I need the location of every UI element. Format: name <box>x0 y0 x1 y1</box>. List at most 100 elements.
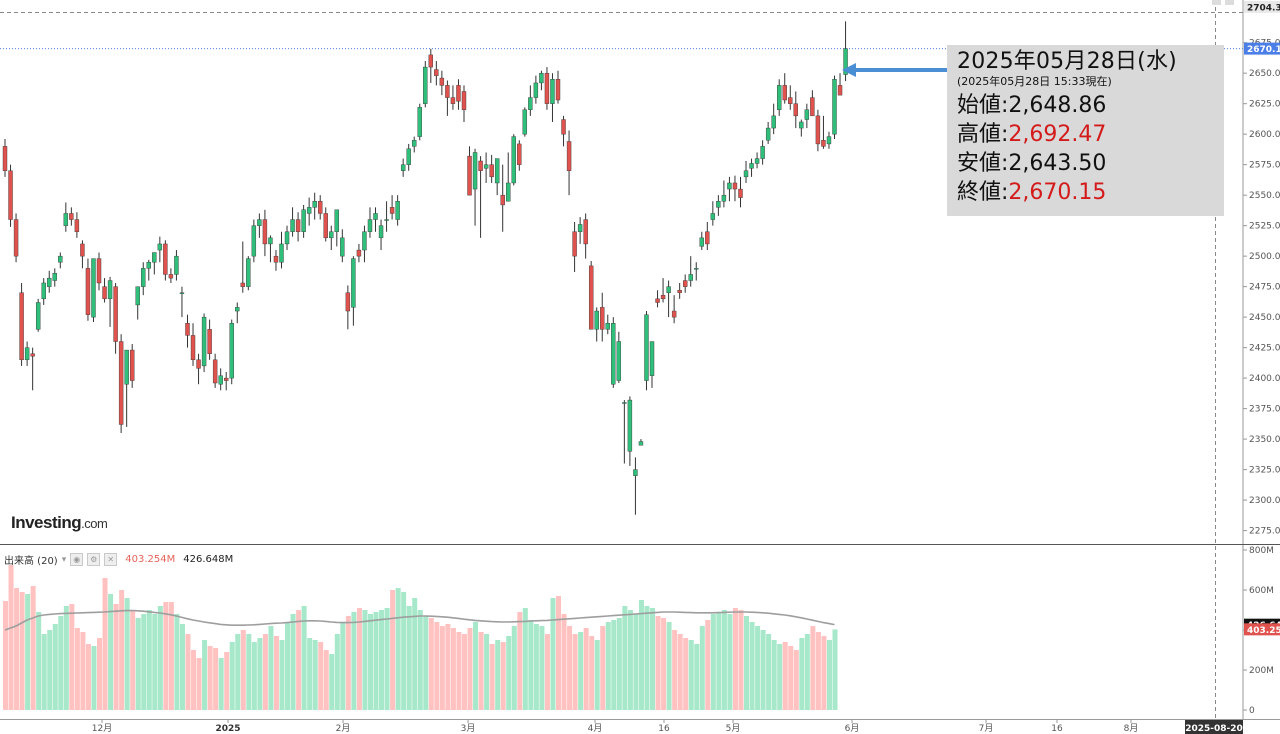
volume-bar <box>318 642 324 710</box>
volume-bar <box>312 640 318 710</box>
volume-bar <box>710 614 716 710</box>
volume-bar <box>777 644 783 710</box>
price-tick-label: 2325.00 <box>1249 466 1280 476</box>
candle-body <box>91 258 96 318</box>
volume-bar <box>69 604 75 710</box>
candle-body <box>804 109 810 120</box>
info-label-high: 高値: <box>957 122 1009 147</box>
candle-body <box>461 91 467 110</box>
volume-bar <box>91 646 97 710</box>
volume-bar <box>428 618 434 710</box>
candle-body <box>749 163 754 169</box>
candle-body <box>406 148 411 165</box>
volume-bar <box>478 632 484 710</box>
candle-body <box>301 209 306 232</box>
candle-body <box>721 194 727 202</box>
volume-bar <box>19 592 25 710</box>
volume-bar <box>334 634 340 710</box>
volume-bar <box>390 590 396 710</box>
volume-bar <box>461 634 467 710</box>
volume-bar <box>152 614 158 710</box>
candle-body <box>705 231 710 245</box>
volume-bar <box>119 590 125 710</box>
volume-bar <box>732 608 738 710</box>
candle-body <box>69 213 74 220</box>
candle-body <box>517 143 522 165</box>
volume-bar <box>8 565 14 710</box>
volume-bar <box>401 592 407 710</box>
candle-body <box>135 286 140 306</box>
eye-icon[interactable]: ◉ <box>70 553 84 566</box>
info-value-low: 2,643.50 <box>1008 151 1107 176</box>
volume-bar <box>163 602 169 710</box>
crosshair-date-label: 2025-08-20 <box>1185 724 1243 734</box>
volume-bar <box>533 624 539 710</box>
volume-bar <box>793 650 799 710</box>
candle-body <box>699 237 704 247</box>
volume-axis: 0200M400M600M800M426.648M403.254M <box>1243 546 1280 716</box>
candle-body <box>196 359 201 369</box>
volume-bar <box>329 654 335 710</box>
candle-body <box>528 97 533 110</box>
candle-body <box>389 207 395 214</box>
volume-tick-label: 0 <box>1249 706 1255 716</box>
candle-body <box>506 182 511 202</box>
candle-body <box>533 82 539 98</box>
volume-bar <box>572 634 578 710</box>
candle-body <box>594 310 599 330</box>
candle-body <box>511 136 516 184</box>
info-value-close: 2,670.15 <box>1008 180 1107 205</box>
candle-body <box>163 243 168 275</box>
window-control-left[interactable] <box>1212 0 1221 5</box>
volume-bar <box>650 608 656 710</box>
candle-body <box>494 158 500 184</box>
candle-body <box>146 262 151 269</box>
gear-icon[interactable]: ⚙ <box>87 553 101 566</box>
volume-bar <box>561 614 567 710</box>
candle-body <box>627 399 633 452</box>
candle-body <box>472 152 478 190</box>
candle-body <box>423 66 428 104</box>
time-tick-label: 4月 <box>588 723 603 734</box>
close-icon[interactable]: ✕ <box>104 553 118 566</box>
candle-body <box>373 213 378 220</box>
volume-dropdown-icon[interactable]: ▾ <box>61 554 67 565</box>
volume-bar <box>439 626 445 710</box>
time-tick-label: 5月 <box>726 723 741 734</box>
window-control-right[interactable] <box>1225 0 1234 5</box>
volume-bar <box>495 640 501 710</box>
volume-bar <box>14 588 20 710</box>
volume-bar <box>47 630 53 710</box>
volume-bar <box>296 610 302 710</box>
volume-bar <box>544 634 550 710</box>
volume-bar <box>489 644 495 710</box>
price-tick-label: 2375.00 <box>1249 405 1280 415</box>
window-controls[interactable] <box>1212 0 1234 5</box>
price-tick-label: 2625.00 <box>1249 100 1280 110</box>
last-price-tag-label: 2670.15 <box>1247 45 1280 55</box>
volume-bar <box>362 610 368 710</box>
candle-body <box>566 141 572 171</box>
candle-body <box>439 77 445 86</box>
volume-bar <box>688 640 694 710</box>
time-tick-label: 2月 <box>336 723 351 734</box>
candle-body <box>141 268 146 287</box>
candle-body <box>622 402 627 404</box>
volume-bar <box>473 622 479 710</box>
pointer-arrow-icon <box>842 63 947 77</box>
candle-body <box>262 219 268 245</box>
candle-body <box>682 280 688 287</box>
candle-body <box>179 292 185 294</box>
volume-bar <box>273 636 279 710</box>
candle-body <box>400 164 406 171</box>
candle-body <box>500 194 505 206</box>
candle-body <box>367 219 373 232</box>
price-tick-label: 2500.00 <box>1249 252 1280 262</box>
candle-body <box>577 224 583 232</box>
price-tick-label: 2600.00 <box>1249 130 1280 140</box>
candle-body <box>229 323 234 379</box>
volume-bar <box>379 610 385 710</box>
volume-bar <box>74 628 80 710</box>
volume-bar <box>528 620 534 710</box>
volume-bar <box>467 628 473 710</box>
